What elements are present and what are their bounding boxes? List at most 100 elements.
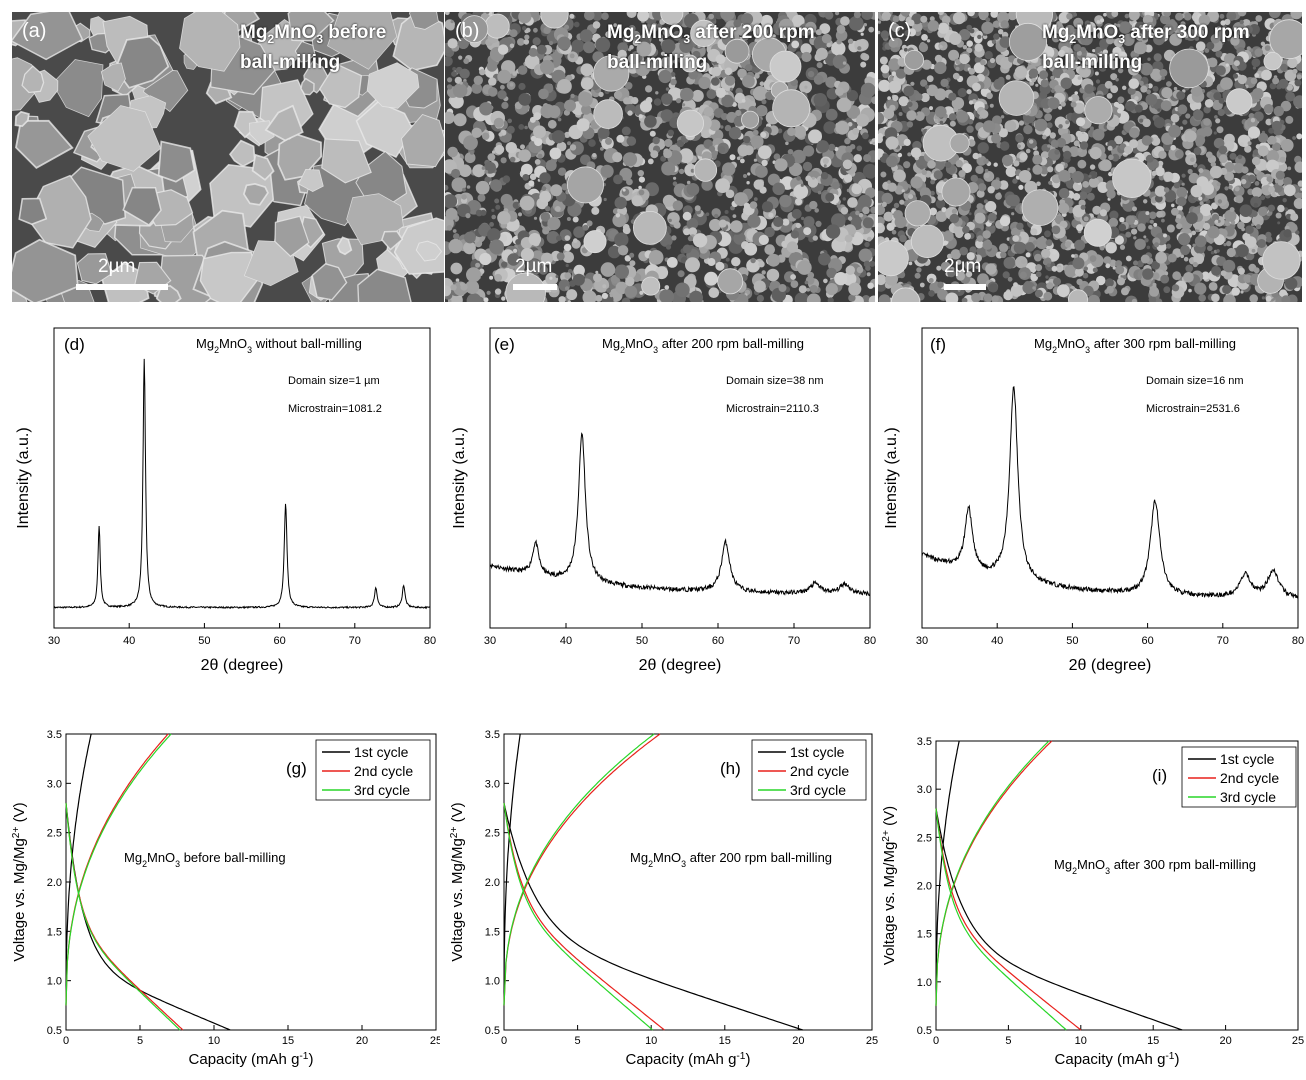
plot-frame xyxy=(921,327,1299,629)
y-axis-label: Voltage vs. Mg/Mg2+ (V) xyxy=(449,802,467,961)
x-tick-label: 40 xyxy=(560,635,572,647)
panel-label: (i) xyxy=(1152,766,1167,785)
x-axis-label: Capacity (mAh g-1) xyxy=(626,1051,751,1069)
discharge-curve xyxy=(935,808,1082,1031)
xrd-trace xyxy=(489,432,871,597)
sem-particles xyxy=(12,12,444,302)
charge-curve xyxy=(65,733,92,1006)
x-axis-label: 2θ (degree) xyxy=(1069,657,1152,674)
plot-frame xyxy=(489,327,871,629)
microstrain-note: Microstrain=1081.2 xyxy=(288,403,382,415)
panel-label-b: (b) xyxy=(455,20,480,42)
panel-label: (g) xyxy=(286,759,307,778)
plot-frame xyxy=(53,327,431,629)
sem-title-b: Mg2MnO3 after 200 rpm ball-milling xyxy=(607,22,815,73)
x-tick-label: 20 xyxy=(792,1035,804,1047)
x-axis-label: Capacity (mAh g-1) xyxy=(189,1051,314,1069)
x-tick-label: 30 xyxy=(48,635,60,647)
x-tick-label: 25 xyxy=(866,1035,878,1047)
x-tick-label: 80 xyxy=(864,635,876,647)
charge-curve xyxy=(935,740,1053,1006)
x-axis-label: 2θ (degree) xyxy=(639,657,722,674)
x-tick-label: 80 xyxy=(1292,635,1304,647)
sem-particles xyxy=(445,12,875,302)
domain-size-note: Domain size=38 nm xyxy=(726,375,824,387)
y-tick-label: 3.0 xyxy=(917,784,932,796)
legend-label: 3rd cycle xyxy=(790,782,846,798)
x-tick-label: 70 xyxy=(349,635,361,647)
y-tick-label: 1.5 xyxy=(485,926,500,938)
x-tick-label: 5 xyxy=(1005,1035,1011,1047)
y-tick-label: 3.0 xyxy=(47,778,62,790)
x-tick-label: 0 xyxy=(933,1035,939,1047)
y-tick-label: 0.5 xyxy=(917,1025,932,1037)
x-tick-label: 50 xyxy=(198,635,210,647)
legend-label: 1st cycle xyxy=(354,744,409,760)
sem-title-c: Mg2MnO3 after 300 rpm ball-milling xyxy=(1042,22,1250,73)
charge-curve xyxy=(935,740,960,1006)
y-tick-label: 2.0 xyxy=(485,877,500,889)
x-tick-label: 5 xyxy=(575,1035,581,1047)
x-tick-label: 60 xyxy=(1141,635,1153,647)
xrd-chart-f: 30 40 50 60 70 80 (f) Mg2MnO3 after 300 rpm bal… xyxy=(883,327,1304,674)
x-tick-label: 70 xyxy=(788,635,800,647)
charge-curve xyxy=(935,740,1050,1006)
sem-panel-b: (b) Mg2MnO3 after 200 rpm ball-milling 2µ… xyxy=(445,12,875,302)
x-tick-label: 70 xyxy=(1217,635,1229,647)
y-axis-label: Intensity (a.u.) xyxy=(883,427,900,528)
y-tick-label: 1.5 xyxy=(917,929,932,941)
charge-curve xyxy=(503,733,521,1006)
xrd-trace xyxy=(53,358,431,610)
x-tick-label: 5 xyxy=(137,1035,143,1047)
x-tick-label: 80 xyxy=(424,635,436,647)
xrd-trace xyxy=(921,386,1299,599)
voltage-annotation: Mg2MnO3 after 300 rpm ball-milling xyxy=(1054,857,1256,876)
sem-image-a xyxy=(12,12,444,302)
discharge-curve xyxy=(65,803,181,1031)
y-axis-label: Intensity (a.u.) xyxy=(451,427,468,528)
y-axis-label: Intensity (a.u.) xyxy=(15,427,32,528)
x-tick-label: 40 xyxy=(991,635,1003,647)
y-tick-label: 1.5 xyxy=(47,926,62,938)
xrd-chart-e: 30 40 50 60 70 80 (e) Mg2MnO3 after 200 rpm bal… xyxy=(451,327,876,674)
sem-title-a: Mg2MnO3 before ball-milling xyxy=(240,22,387,73)
y-tick-label: 1.0 xyxy=(917,977,932,989)
x-tick-label: 15 xyxy=(1147,1035,1159,1047)
voltage-chart-h: 0 5 10 15 20 25 0.5 1.0 1.5 2.0 2.5 3.0 3.5 1st cycle… xyxy=(449,729,879,1069)
y-tick-label: 1.0 xyxy=(485,976,500,988)
scale-bar-b xyxy=(513,284,557,290)
y-tick-label: 2.5 xyxy=(485,828,500,840)
discharge-curve xyxy=(935,808,1067,1031)
voltage-annotation: Mg2MnO3 before ball-milling xyxy=(124,850,286,869)
xrd-title: Mg2MnO3 after 200 rpm ball-milling xyxy=(602,336,804,355)
x-tick-label: 40 xyxy=(123,635,135,647)
legend-label: 2nd cycle xyxy=(1220,770,1279,786)
x-axis-label: Capacity (mAh g-1) xyxy=(1055,1051,1180,1069)
x-tick-label: 25 xyxy=(430,1035,440,1047)
x-tick-label: 60 xyxy=(273,635,285,647)
x-tick-label: 20 xyxy=(1219,1035,1231,1047)
charge-curve xyxy=(65,733,169,1006)
y-tick-label: 0.5 xyxy=(47,1025,62,1037)
y-tick-label: 2.5 xyxy=(917,832,932,844)
discharge-curve xyxy=(503,803,665,1031)
y-tick-label: 3.0 xyxy=(485,778,500,790)
legend-label: 3rd cycle xyxy=(1220,789,1276,805)
sem-panel-a: (a) Mg2MnO3 before ball-milling 2µm xyxy=(12,12,444,302)
scale-bar-label-a: 2µm xyxy=(98,256,136,277)
x-tick-label: 0 xyxy=(63,1035,69,1047)
x-tick-label: 50 xyxy=(636,635,648,647)
legend-label: 1st cycle xyxy=(1220,751,1275,767)
y-tick-label: 3.5 xyxy=(917,736,932,748)
y-tick-label: 0.5 xyxy=(485,1025,500,1037)
x-tick-label: 15 xyxy=(282,1035,294,1047)
voltage-chart-g: 0 5 10 15 20 25 0.5 1.0 1.5 2.0 2.5 3.0 3.5 1st cycle… xyxy=(11,729,441,1069)
voltage-annotation: Mg2MnO3 after 200 rpm ball-milling xyxy=(630,850,832,869)
panel-label: (d) xyxy=(64,335,85,354)
discharge-curve xyxy=(503,802,803,1031)
y-tick-label: 3.5 xyxy=(485,729,500,741)
voltage-chart-i: 0 5 10 15 20 25 0.5 1.0 1.5 2.0 2.5 3.0 3.5 1st cycle… xyxy=(881,736,1305,1069)
x-tick-label: 20 xyxy=(356,1035,368,1047)
x-tick-label: 50 xyxy=(1066,635,1078,647)
microstrain-note: Microstrain=2531.6 xyxy=(1146,403,1240,415)
